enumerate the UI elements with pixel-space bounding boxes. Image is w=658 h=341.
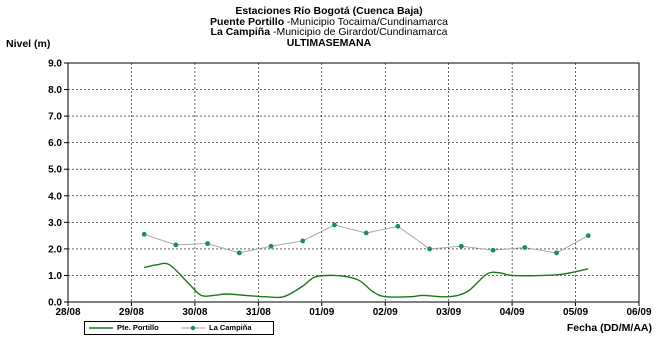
subtitle-station-2: La Campiña -Municipio de Girardot/Cundin… (0, 27, 658, 38)
data-point (491, 248, 496, 253)
data-point (522, 245, 527, 250)
x-axis-ticks: 28/08 29/08 30/08 31/08 01/09 02/09 03/09 04/09… (55, 302, 651, 318)
y-tick-label: 3.0 (48, 218, 62, 229)
period-label: ULTIMASEMANA (0, 38, 658, 49)
data-point (205, 241, 210, 246)
data-point (459, 244, 464, 249)
chart-title-block: Estaciones Río Bogotá (Cuenca Baja) Puen… (0, 6, 658, 48)
data-point (142, 232, 147, 237)
x-tick-label: 05/09 (563, 307, 588, 318)
y-tick-label: 6.0 (48, 138, 62, 149)
data-point (300, 239, 305, 244)
legend: Pte. Portillo La Campiña (84, 321, 274, 335)
legend-label-campina: La Campiña (209, 323, 252, 333)
legend-item-portillo: Pte. Portillo (89, 323, 169, 333)
y-tick-label: 8.0 (48, 85, 62, 96)
data-point (364, 231, 369, 236)
x-axis-label: Fecha (DD/M/AA) (567, 322, 652, 334)
y-axis-ticks: 0.01.02.03.04.05.06.07.08.09.0 (48, 59, 68, 309)
plot-area (68, 63, 639, 302)
data-point (269, 244, 274, 249)
data-point (427, 246, 432, 251)
x-tick-label: 02/09 (373, 307, 398, 318)
x-tick-label: 28/08 (55, 307, 80, 318)
data-point (173, 243, 178, 248)
data-point (586, 233, 591, 238)
legend-swatch-portillo (89, 323, 113, 333)
y-tick-label: 7.0 (48, 112, 62, 123)
x-tick-label: 03/09 (436, 307, 461, 318)
legend-swatch-campina (181, 323, 205, 333)
x-tick-label: 30/08 (182, 307, 207, 318)
y-tick-label: 4.0 (48, 191, 62, 202)
y-tick-label: 5.0 (48, 165, 62, 176)
y-tick-label: 9.0 (48, 59, 62, 70)
legend-label-portillo: Pte. Portillo (117, 323, 159, 333)
x-tick-label: 29/08 (119, 307, 144, 318)
data-point (332, 223, 337, 228)
data-point (554, 250, 559, 255)
data-point (237, 250, 242, 255)
data-point (396, 224, 401, 229)
y-tick-label: 1.0 (48, 271, 62, 282)
x-tick-label: 31/08 (246, 307, 271, 318)
x-tick-label: 04/09 (500, 307, 525, 318)
y-axis-label: Nivel (m) (6, 38, 50, 50)
y-tick-label: 2.0 (48, 244, 62, 255)
x-tick-label: 01/09 (309, 307, 334, 318)
legend-item-campina: La Campiña (181, 323, 269, 333)
x-tick-label: 06/09 (626, 307, 651, 318)
station-2-name: La Campiña (211, 26, 271, 38)
